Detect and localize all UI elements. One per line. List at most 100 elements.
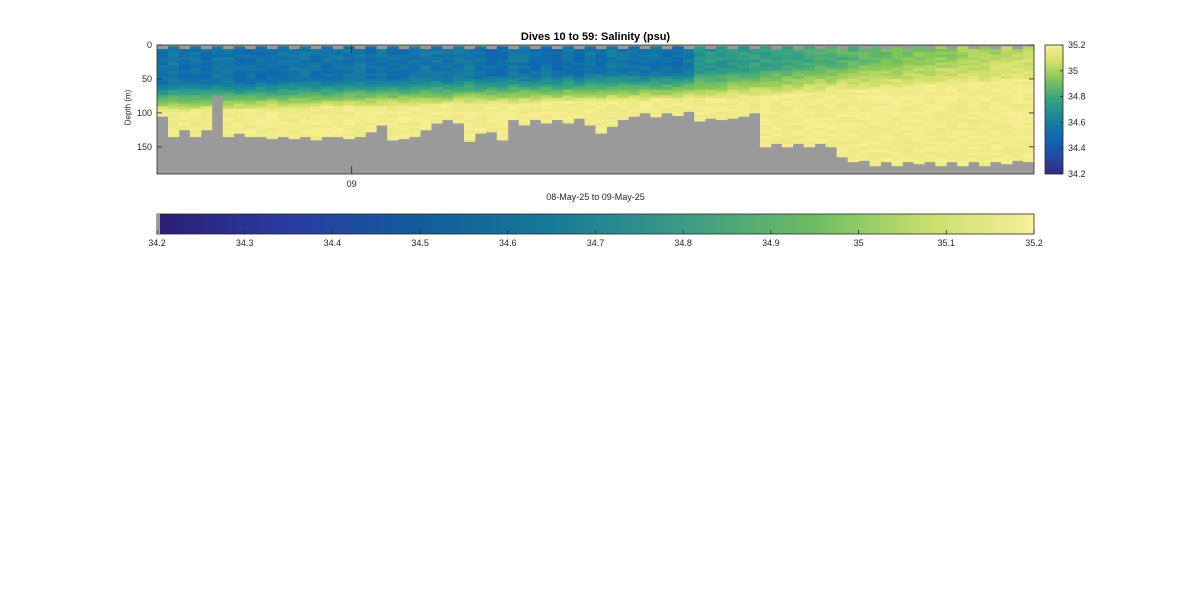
heatmap-cell [332, 122, 344, 126]
heatmap-cell [365, 65, 377, 69]
heatmap-cell [167, 97, 180, 102]
heatmap-cell [584, 92, 596, 96]
heatmap-cell [1023, 51, 1035, 55]
heatmap-cell [398, 106, 410, 110]
heatmap-cell [935, 127, 947, 131]
heatmap-cell [398, 62, 410, 66]
heatmap-cell [409, 68, 421, 72]
heatmap-cell [518, 106, 531, 110]
heatmap-cell [562, 54, 574, 58]
heatmap-cell [716, 54, 728, 58]
heatmap-cell [420, 122, 432, 126]
heatmap-cell [518, 57, 531, 61]
heatmap-cell [935, 84, 947, 88]
heatmap-cell [299, 130, 311, 134]
heatmap-cell [957, 97, 969, 102]
heatmap-cell [957, 108, 969, 112]
heatmap-cell [694, 97, 706, 102]
heatmap-cell [968, 152, 980, 156]
heatmap-cell [573, 111, 585, 115]
heatmap-cell [924, 127, 936, 131]
heatmap-cell [485, 68, 498, 72]
heatmap-cell [387, 76, 399, 80]
heatmap-cell [529, 103, 542, 107]
heatmap-cell [957, 157, 969, 161]
heatmap-cell [551, 81, 564, 85]
heatmap-cell [957, 106, 969, 110]
heatmap-cell [935, 130, 947, 134]
heatmap-cell [595, 119, 607, 123]
heatmap-cell [858, 122, 870, 126]
heatmap-cell [540, 89, 553, 93]
heatmap-cell [628, 92, 640, 96]
heatmap-cell [376, 87, 388, 91]
heatmap-cell [595, 76, 607, 80]
heatmap-cell [705, 62, 717, 66]
heatmap-cell [244, 111, 257, 115]
heatmap-cell [913, 81, 925, 85]
heatmap-cell [409, 122, 421, 126]
heatmap-cell [617, 73, 629, 77]
heatmap-cell [178, 84, 191, 88]
heatmap-cell [705, 65, 717, 69]
heatmap-cell [496, 62, 509, 66]
heatmap-cell [869, 135, 881, 140]
heatmap-cell [913, 54, 925, 58]
heatmap-cell [321, 78, 333, 83]
heatmap-cell [891, 125, 903, 129]
heatmap-cell [891, 160, 903, 164]
heatmap-cell [902, 141, 914, 145]
heatmap-cell [562, 62, 574, 66]
heatmap-cell [968, 114, 980, 118]
heatmap-cell [496, 92, 509, 96]
heatmap-cell [529, 51, 542, 55]
heatmap-cell [880, 78, 892, 83]
heatmap-cell [496, 114, 509, 118]
heatmap-cell [990, 92, 1002, 96]
heatmap-cell [880, 57, 892, 61]
heatmap-cell [1012, 111, 1024, 115]
heatmap-cell [409, 119, 421, 123]
heatmap-cell [310, 125, 322, 129]
heatmap-cell [759, 100, 772, 104]
heatmap-cell [847, 87, 859, 91]
heatmap-cell [551, 100, 564, 104]
heatmap-cell [770, 68, 783, 72]
heatmap-cell [902, 116, 914, 121]
heatmap-cell [496, 70, 509, 74]
heatmap-cell [244, 97, 257, 102]
heatmap-cell [792, 135, 805, 140]
heatmap-cell [507, 54, 520, 58]
heatmap-cell [990, 97, 1002, 102]
heatmap-cell [485, 125, 498, 129]
heatmap-cell [266, 133, 278, 137]
heatmap-cell [924, 138, 936, 142]
heatmap-cell [661, 70, 673, 74]
heatmap-cell [540, 97, 553, 102]
heatmap-cell [968, 68, 980, 72]
heatmap-cell [376, 49, 388, 53]
heatmap-cell [957, 127, 969, 131]
heatmap-cell [979, 87, 991, 91]
heatmap-cell [825, 59, 838, 64]
hcolorbar-tick-label: 35.1 [938, 238, 956, 248]
heatmap-cell [266, 62, 278, 66]
heatmap-cell [738, 89, 750, 93]
heatmap-cell [354, 114, 366, 118]
heatmap-cell [924, 154, 936, 159]
heatmap-cell [913, 46, 925, 50]
heatmap-cell [694, 108, 706, 112]
heatmap-cell [310, 111, 322, 115]
heatmap-cell [463, 65, 476, 69]
heatmap-cell [157, 92, 169, 96]
heatmap-cell [540, 111, 553, 115]
heatmap-cell [354, 103, 366, 107]
heatmap-cell [178, 127, 191, 131]
heatmap-cell [1023, 46, 1035, 50]
heatmap-cell [990, 78, 1002, 83]
heatmap-cell [968, 119, 980, 123]
heatmap-cell [891, 76, 903, 80]
heatmap-cell [167, 100, 180, 104]
heatmap-cell [398, 59, 410, 64]
heatmap-cell [299, 119, 311, 123]
